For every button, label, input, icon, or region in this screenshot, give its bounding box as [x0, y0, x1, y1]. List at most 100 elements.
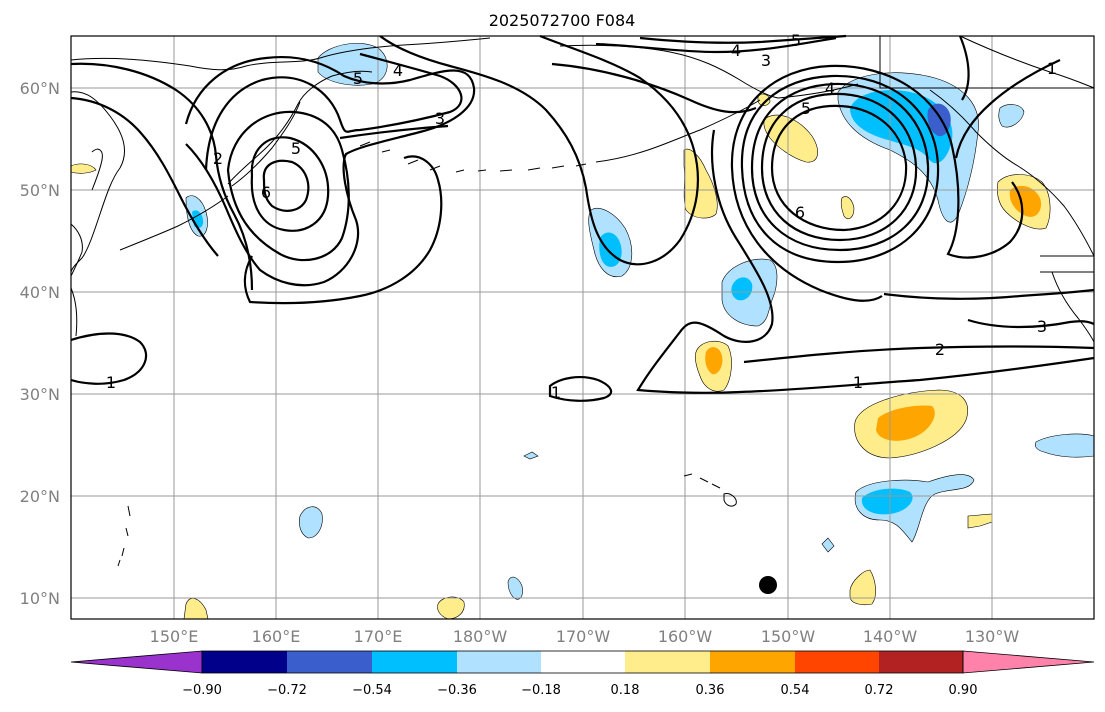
orange-area — [876, 405, 935, 441]
contour-5 — [760, 92, 918, 242]
yellow-area — [763, 114, 818, 163]
colorbar-tick: −0.36 — [437, 683, 477, 698]
contour-label: 4 — [731, 41, 741, 60]
map-frame — [70, 35, 1095, 620]
blue-area — [1034, 433, 1095, 458]
yellow-area — [757, 93, 771, 106]
yellow-area — [849, 569, 876, 606]
contour-1 — [70, 62, 254, 291]
blue-area — [731, 277, 753, 301]
colorbar-extend-high — [962, 650, 1095, 674]
yellow-area — [183, 598, 209, 620]
contour-5 — [250, 136, 330, 232]
contour-label: 4 — [825, 79, 835, 98]
contour-2 — [730, 167, 883, 302]
lat-label: 50°N — [20, 181, 60, 200]
colorbar-segment — [287, 651, 372, 673]
lon-label: 160°W — [658, 627, 713, 646]
small-islands — [117, 505, 131, 567]
contour-label: 1 — [551, 383, 561, 402]
contour-label: 1 — [853, 373, 863, 392]
aleutian-islands — [359, 141, 587, 173]
contour-label: 5 — [291, 139, 301, 158]
map-panel: 1 1 1 1 2 2 3 3 3 4 4 4 5 5 5 5 6 6 — [70, 31, 1095, 620]
contour-label: 2 — [935, 340, 945, 359]
colorbar-segment — [879, 651, 963, 673]
blue-area — [998, 104, 1025, 128]
colorbar-segment — [625, 651, 710, 673]
contour-3 — [551, 62, 757, 114]
contour-1 — [548, 376, 613, 402]
kamchatka — [231, 101, 301, 187]
lon-label: 160°E — [252, 627, 301, 646]
contour-1 — [954, 59, 1061, 159]
contour-2 — [243, 155, 443, 305]
contour-label: 5 — [353, 69, 363, 88]
colorbar-extend-low — [70, 650, 203, 674]
colorbar-tick: 0.36 — [696, 683, 725, 698]
contour-label: 3 — [761, 51, 771, 70]
coastlines — [70, 35, 1095, 567]
kamchatka — [227, 70, 373, 185]
contour-label: 5 — [801, 99, 811, 118]
alaska-peninsula — [595, 99, 761, 163]
colorbar-segment — [372, 651, 457, 673]
contour-2 — [184, 56, 476, 287]
storm-marker — [759, 576, 777, 594]
contour-2 — [883, 288, 1095, 300]
colorbar-tick: 0.90 — [949, 683, 978, 698]
lat-label: 20°N — [20, 487, 60, 506]
blue-area — [821, 537, 835, 553]
contour-lines — [70, 34, 1095, 402]
na-coast — [879, 36, 1094, 89]
blue-area — [850, 90, 953, 164]
lon-label: 140°W — [863, 627, 918, 646]
contour-label: 4 — [393, 61, 403, 80]
contour-1 — [379, 34, 700, 266]
yellow-area — [840, 196, 855, 220]
contour-5 — [639, 34, 847, 44]
arctic-coast — [70, 37, 491, 71]
contour-label: 1 — [1047, 59, 1057, 78]
contour-2 — [743, 345, 1095, 364]
contour-label: 1 — [106, 373, 116, 392]
colorbar-tick: −0.54 — [352, 683, 392, 698]
colorbar-segment — [457, 651, 541, 673]
contour-label: 3 — [435, 109, 445, 128]
na-coast — [929, 89, 1095, 257]
lat-label: 40°N — [20, 283, 60, 302]
contour-3 — [204, 52, 463, 171]
yellow-area — [967, 513, 993, 529]
na-interior — [959, 35, 1095, 89]
contour-3 — [967, 318, 1095, 329]
contour-label: 6 — [795, 203, 805, 222]
lon-label: 150°E — [150, 627, 199, 646]
lat-label: 30°N — [20, 385, 60, 404]
blue-area — [507, 576, 523, 600]
contour-4 — [750, 82, 930, 252]
colorbar-tick: 0.72 — [865, 683, 894, 698]
contour-label: 5 — [791, 31, 801, 50]
colorbar-tick: −0.72 — [267, 683, 307, 698]
blue-area — [861, 488, 913, 515]
lon-label: 170°E — [354, 627, 403, 646]
sakhalin — [91, 148, 103, 191]
lon-label: 170°W — [556, 627, 611, 646]
lat-label: 60°N — [20, 79, 60, 98]
contour-1 — [70, 332, 148, 385]
latitude-labels: 10°N 20°N 30°N 40°N 50°N 60°N — [20, 79, 60, 608]
contour-label: 2 — [213, 149, 223, 168]
contour-label: 6 — [261, 183, 271, 202]
contour-1 — [70, 96, 219, 257]
colorbar-segment — [541, 651, 625, 673]
colorbar: −0.90 −0.72 −0.54 −0.36 −0.18 0.18 0.36 … — [70, 650, 1095, 698]
japan-coast — [70, 223, 83, 277]
colorbar-segment — [710, 651, 795, 673]
na-coast — [1040, 255, 1095, 343]
yellow-area — [683, 148, 718, 219]
asia-coast — [70, 287, 78, 337]
contour-2 — [730, 64, 1024, 259]
colorbar-tick: −0.18 — [521, 683, 561, 698]
lon-label: 180°W — [453, 627, 508, 646]
